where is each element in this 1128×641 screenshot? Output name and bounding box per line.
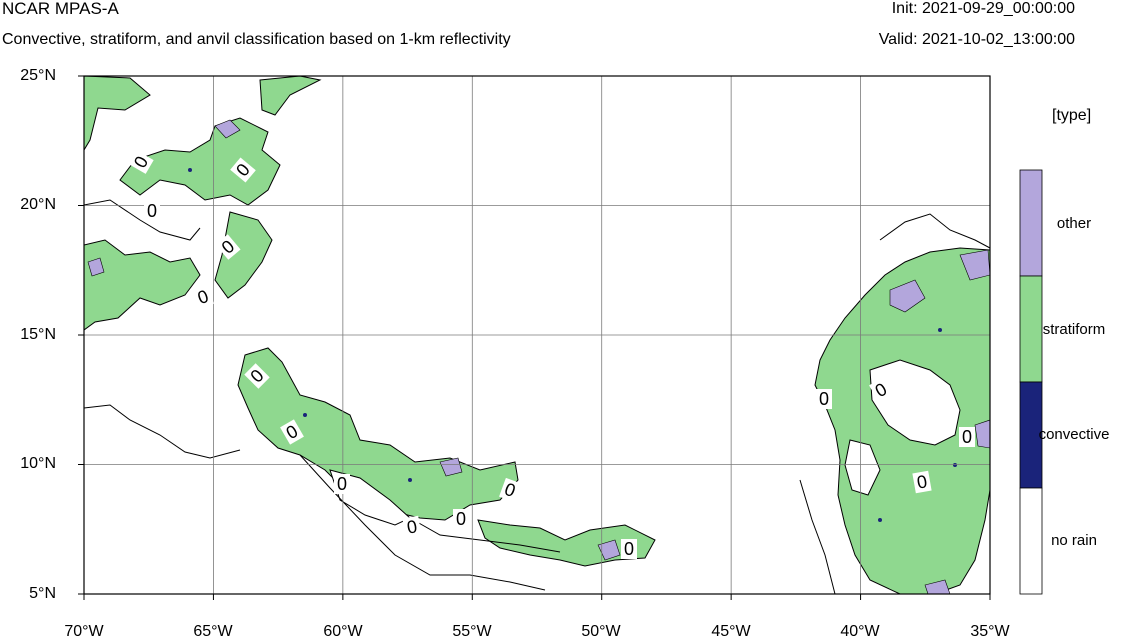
lon-label-50w: 50°W	[581, 623, 621, 640]
other-patch-3	[974, 419, 990, 449]
lon-label-40w: 40°W	[840, 623, 880, 640]
map-title: NCAR MPAS-A	[2, 0, 119, 18]
valid-time: Valid: 2021-10-02_13:00:00	[878, 31, 1075, 48]
lat-label-5n: 5°N	[29, 585, 56, 602]
contour-line	[84, 404, 241, 459]
contour-label-zero: 0	[816, 389, 832, 409]
other-patch-1	[889, 279, 926, 313]
contour-line	[409, 517, 561, 553]
contour-label-zero: 0	[244, 363, 270, 389]
other-patch-8	[924, 579, 951, 594]
contour-label-zero: 0	[912, 470, 932, 494]
contour-label-zero: 0	[215, 234, 241, 260]
contour-label-zero: 0	[402, 515, 422, 539]
contour-label-zero: 0	[230, 157, 256, 183]
contour-label-zero: 0	[621, 539, 637, 559]
legend-label-stratiform: stratiform	[1042, 321, 1106, 338]
map-subtitle: Convective, stratiform, and anvil classi…	[2, 31, 511, 48]
legend-label-convective: convective	[1038, 426, 1110, 443]
clear-area-east-2	[844, 439, 881, 496]
other-patch-2	[959, 249, 990, 281]
lon-label-55w: 55°W	[452, 623, 492, 640]
contour-label-zero: 0	[280, 419, 304, 445]
contour-label-zero: 0	[192, 284, 214, 310]
other-patch-7	[597, 539, 621, 561]
rain-region-northwest	[84, 76, 151, 151]
rain-region-north-cluster	[119, 117, 281, 206]
rain-region-central-arc	[237, 347, 519, 521]
contour-label-zero: 0	[869, 377, 893, 403]
legend-label-other: other	[1056, 215, 1092, 232]
lon-label-60w: 60°W	[323, 623, 363, 640]
convective-cell	[408, 478, 412, 482]
legend-swatch-no-rain	[1019, 487, 1043, 595]
lon-label-35w: 35°W	[970, 623, 1010, 640]
contour-label-text: 0	[405, 516, 418, 537]
lat-label-20n: 20°N	[20, 196, 56, 213]
lon-label-70w: 70°W	[64, 623, 104, 640]
clear-area-east-1	[869, 359, 961, 446]
rain-region-west-mid	[84, 239, 201, 331]
contour-label-text: 0	[624, 539, 634, 559]
contour-label-text: 0	[147, 201, 157, 221]
contour-label-text: 0	[456, 509, 466, 529]
other-patch-5	[87, 257, 105, 277]
lon-label-45w: 45°W	[711, 623, 751, 640]
contour-label-zero: 0	[334, 474, 350, 494]
lat-label-15n: 15°N	[20, 326, 56, 343]
contour-label-text: 0	[962, 427, 972, 447]
contour-label-text: 0	[819, 389, 829, 409]
lat-label-25n: 25°N	[20, 67, 56, 84]
other-patch-4	[214, 119, 241, 139]
other-patch-6	[439, 457, 463, 477]
contour-label-zero: 0	[959, 427, 975, 447]
lon-label-65w: 65°W	[193, 623, 233, 640]
convective-cell	[303, 413, 307, 417]
contour-line	[299, 454, 546, 591]
convective-cell	[188, 168, 192, 172]
convective-cell	[953, 463, 957, 467]
convective-cell	[938, 328, 942, 332]
init-time: Init: 2021-09-29_00:00:00	[891, 0, 1075, 17]
rain-region-upper-band	[259, 76, 322, 116]
contour-label-zero: 0	[144, 201, 160, 221]
legend-label-no-rain: no rain	[1051, 532, 1097, 549]
contour-label-zero: 0	[499, 477, 521, 503]
contour-label-text: 0	[337, 474, 347, 494]
legend-title: [type]	[1052, 107, 1092, 124]
contour-line	[879, 213, 990, 249]
contour-line	[799, 479, 836, 594]
contour-label-zero: 0	[453, 509, 469, 529]
lat-label-10n: 10°N	[20, 455, 56, 472]
contour-label-zero: 0	[128, 150, 154, 174]
contour-line	[84, 199, 201, 241]
convective-cell	[878, 518, 882, 522]
contour-label-text: 0	[915, 471, 928, 492]
rain-region-mid-extension	[214, 211, 273, 299]
